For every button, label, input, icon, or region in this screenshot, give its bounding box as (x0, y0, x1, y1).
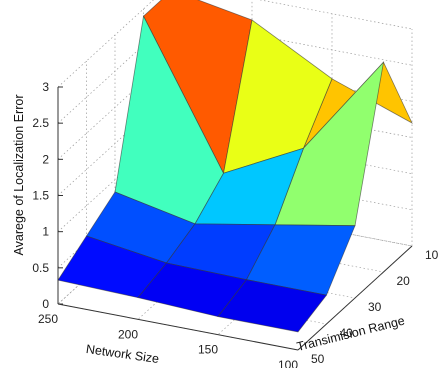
z-tick-label: 2.5 (32, 116, 49, 130)
z-tick-label: 0.5 (32, 261, 49, 275)
surface (57, 0, 413, 333)
y-tick-label: 50 (311, 352, 325, 366)
y-axis-label: Transimision Range (295, 314, 406, 354)
z-tick-label: 1 (42, 225, 49, 239)
z-tick-label: 2 (42, 152, 49, 166)
axes: 0 0.5 1 1.5 2 2.5 3 250 200 150 100 10 20 30 40 50 (32, 80, 438, 368)
x-tick-label: 250 (38, 312, 58, 326)
y-tick-label: 10 (425, 248, 439, 262)
y-tick-label: 40 (340, 326, 354, 340)
z-axis-label: Avarege of Localization Error (12, 95, 26, 256)
gridline-z (57, 0, 413, 88)
x-axis-line (57, 303, 299, 351)
y-axis-line (297, 245, 413, 351)
surface-patch (217, 279, 328, 333)
y-tick-label: 30 (368, 300, 382, 314)
z-tick-label: 3 (42, 80, 49, 94)
x-tick-label: 200 (118, 327, 138, 341)
z-tick-label: 1.5 (32, 189, 49, 203)
x-tick-label: 100 (278, 358, 298, 368)
x-axis-label: Network Size (85, 342, 160, 366)
y-tick-label: 20 (397, 274, 411, 288)
z-tick-label: 0 (42, 297, 49, 311)
x-tick-label: 150 (198, 343, 218, 357)
